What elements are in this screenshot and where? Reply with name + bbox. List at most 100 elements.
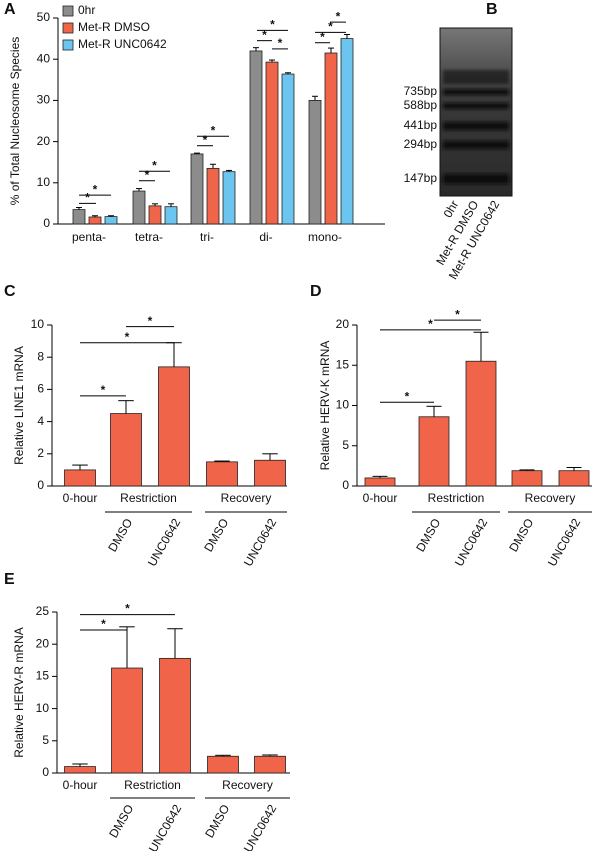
group-label: Recovery xyxy=(221,491,272,505)
size-marker: 735bp xyxy=(404,84,438,98)
bar xyxy=(164,206,178,225)
group-label: Recovery xyxy=(222,778,273,792)
group-label: Restriction xyxy=(124,778,181,792)
y-tick-label: 20 xyxy=(36,636,50,650)
bar xyxy=(88,216,102,225)
bar xyxy=(465,360,497,487)
y-tick-label: 10 xyxy=(36,701,50,715)
significance-star: * xyxy=(328,20,333,34)
x-tick-label: UNC0642 xyxy=(452,516,491,569)
size-marker: 147bp xyxy=(404,171,438,185)
x-tick-label: DMSO xyxy=(105,516,135,554)
bar xyxy=(340,38,354,225)
bar xyxy=(158,366,190,487)
significance-star: * xyxy=(101,383,106,397)
bar xyxy=(558,470,590,487)
bar xyxy=(64,766,96,774)
x-tick-label: tri- xyxy=(200,230,214,244)
y-tick-label: 0 xyxy=(42,765,49,779)
bar xyxy=(254,755,286,774)
bar xyxy=(104,216,118,225)
significance-star: * xyxy=(101,617,106,631)
y-tick-label: 20 xyxy=(336,317,350,331)
bar xyxy=(110,413,142,487)
x-tick-label: DMSO xyxy=(202,802,232,840)
significance-star: * xyxy=(203,133,208,147)
significance-star: * xyxy=(405,389,410,403)
x-tick-label: 0-hour xyxy=(63,778,98,792)
bar xyxy=(281,73,295,225)
y-tick-label: 15 xyxy=(336,357,350,371)
size-marker: 588bp xyxy=(404,98,438,112)
significance-star: * xyxy=(278,36,283,50)
y-tick-label: 15 xyxy=(36,669,50,683)
y-axis-label: % of Total Nucleosome Species xyxy=(8,37,22,206)
y-axis-label: Relative HERV-K mRNA xyxy=(318,341,332,471)
y-tick-label: 20 xyxy=(37,134,51,148)
y-tick-label: 0 xyxy=(43,216,50,230)
significance-star: * xyxy=(85,191,90,205)
significance-star: * xyxy=(148,314,153,328)
size-marker: 441bp xyxy=(404,118,438,132)
x-tick-label: DMSO xyxy=(201,516,231,554)
significance-star: * xyxy=(428,317,433,331)
x-tick-label: UNC0642 xyxy=(241,516,280,569)
significance-star: * xyxy=(455,307,460,321)
x-tick-label: tetra- xyxy=(135,230,163,244)
bar xyxy=(190,153,204,225)
x-tick-label: UNC0642 xyxy=(545,516,584,569)
panel-label: D xyxy=(310,283,322,300)
bar xyxy=(249,50,263,225)
x-tick-label: DMSO xyxy=(506,516,536,554)
legend-label: Met-R UNC0642 xyxy=(78,37,167,51)
y-tick-label: 4 xyxy=(37,414,44,428)
x-tick-label: UNC0642 xyxy=(146,802,185,851)
y-tick-label: 0 xyxy=(37,478,44,492)
y-axis-label: Relative LINE1 mRNA xyxy=(12,346,26,465)
bar xyxy=(148,205,162,225)
bar xyxy=(222,171,236,225)
significance-star: * xyxy=(320,30,325,44)
y-tick-label: 5 xyxy=(42,733,49,747)
bar xyxy=(111,667,143,774)
bar xyxy=(207,755,239,774)
bar xyxy=(418,416,450,487)
bar xyxy=(308,100,322,225)
x-tick-label: 0-hour xyxy=(63,491,98,505)
bar xyxy=(511,470,543,487)
legend-swatch xyxy=(62,5,74,17)
y-tick-label: 2 xyxy=(37,446,44,460)
y-tick-label: 5 xyxy=(342,438,349,452)
y-axis-label: Relative HERV-R mRNA xyxy=(12,627,26,757)
bar xyxy=(132,190,146,225)
y-tick-label: 10 xyxy=(31,317,45,331)
group-label: Recovery xyxy=(525,491,576,505)
x-tick-label: UNC0642 xyxy=(145,516,184,569)
bar xyxy=(254,459,286,487)
significance-star: * xyxy=(152,158,157,172)
y-tick-label: 6 xyxy=(37,382,44,396)
x-tick-label: DMSO xyxy=(106,802,136,840)
legend-label: 0hr xyxy=(78,3,95,17)
bar xyxy=(324,52,338,225)
legend-swatch xyxy=(62,22,74,34)
panel-label: A xyxy=(4,1,16,18)
bar xyxy=(72,209,86,225)
y-tick-label: 50 xyxy=(37,10,51,24)
x-tick-label: UNC0642 xyxy=(241,802,280,851)
y-tick-label: 10 xyxy=(37,175,51,189)
size-marker: 294bp xyxy=(404,137,438,151)
significance-star: * xyxy=(270,18,275,32)
x-tick-label: penta- xyxy=(72,230,106,244)
significance-star: * xyxy=(336,9,341,23)
y-tick-label: 25 xyxy=(36,604,50,618)
x-tick-label: DMSO xyxy=(413,516,443,554)
x-tick-label: 0-hour xyxy=(363,491,398,505)
gel-image xyxy=(439,27,513,197)
y-tick-label: 8 xyxy=(37,349,44,363)
panel-label: C xyxy=(4,283,16,300)
group-label: Restriction xyxy=(428,491,485,505)
legend-label: Met-R DMSO xyxy=(78,20,150,34)
gel-bands xyxy=(443,70,509,184)
significance-star: * xyxy=(93,182,98,196)
